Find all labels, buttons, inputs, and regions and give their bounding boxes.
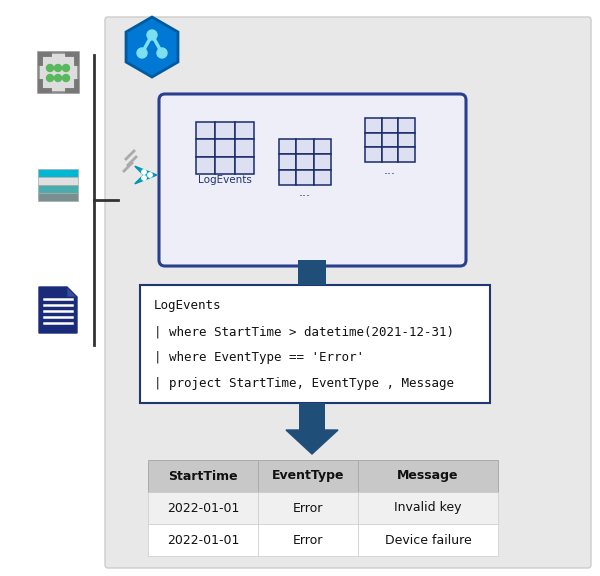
FancyBboxPatch shape bbox=[398, 118, 415, 132]
FancyBboxPatch shape bbox=[196, 157, 215, 174]
FancyBboxPatch shape bbox=[215, 157, 235, 174]
Text: | project StartTime, EventType , Message: | project StartTime, EventType , Message bbox=[154, 377, 454, 390]
FancyBboxPatch shape bbox=[215, 139, 235, 157]
Text: StartTime: StartTime bbox=[168, 469, 238, 483]
Text: 2022-01-01: 2022-01-01 bbox=[167, 533, 239, 547]
Circle shape bbox=[47, 65, 53, 71]
FancyBboxPatch shape bbox=[258, 492, 358, 524]
FancyBboxPatch shape bbox=[196, 122, 215, 139]
FancyBboxPatch shape bbox=[299, 403, 325, 430]
FancyBboxPatch shape bbox=[148, 492, 258, 524]
FancyBboxPatch shape bbox=[296, 154, 314, 170]
Circle shape bbox=[55, 65, 62, 71]
Polygon shape bbox=[39, 287, 77, 333]
Circle shape bbox=[47, 74, 53, 81]
FancyBboxPatch shape bbox=[105, 17, 591, 568]
FancyBboxPatch shape bbox=[38, 177, 78, 185]
Text: ...: ... bbox=[384, 164, 396, 177]
Circle shape bbox=[147, 30, 157, 40]
FancyBboxPatch shape bbox=[382, 132, 398, 147]
Circle shape bbox=[142, 176, 146, 180]
FancyBboxPatch shape bbox=[365, 118, 382, 132]
FancyBboxPatch shape bbox=[215, 122, 235, 139]
FancyBboxPatch shape bbox=[365, 147, 382, 162]
FancyBboxPatch shape bbox=[296, 170, 314, 185]
FancyBboxPatch shape bbox=[382, 147, 398, 162]
Circle shape bbox=[62, 74, 70, 81]
FancyBboxPatch shape bbox=[298, 260, 326, 285]
FancyBboxPatch shape bbox=[314, 170, 331, 185]
Circle shape bbox=[157, 48, 167, 58]
FancyBboxPatch shape bbox=[38, 185, 78, 193]
Circle shape bbox=[62, 65, 70, 71]
FancyBboxPatch shape bbox=[279, 139, 296, 154]
Text: EventType: EventType bbox=[272, 469, 344, 483]
FancyBboxPatch shape bbox=[38, 193, 78, 201]
FancyBboxPatch shape bbox=[279, 154, 296, 170]
Text: ...: ... bbox=[299, 186, 311, 199]
Text: Message: Message bbox=[397, 469, 459, 483]
Polygon shape bbox=[286, 430, 338, 454]
Text: Device failure: Device failure bbox=[385, 533, 472, 547]
Circle shape bbox=[137, 48, 147, 58]
FancyBboxPatch shape bbox=[382, 118, 398, 132]
Polygon shape bbox=[135, 166, 157, 184]
FancyBboxPatch shape bbox=[235, 122, 254, 139]
FancyBboxPatch shape bbox=[314, 139, 331, 154]
FancyBboxPatch shape bbox=[38, 52, 78, 92]
Text: Invalid key: Invalid key bbox=[394, 502, 462, 514]
Text: LogEvents: LogEvents bbox=[154, 299, 221, 312]
FancyBboxPatch shape bbox=[314, 154, 331, 170]
FancyBboxPatch shape bbox=[235, 157, 254, 174]
Text: Error: Error bbox=[293, 533, 323, 547]
Polygon shape bbox=[67, 287, 77, 297]
FancyBboxPatch shape bbox=[365, 132, 382, 147]
Text: LogEvents: LogEvents bbox=[198, 175, 252, 185]
FancyBboxPatch shape bbox=[296, 139, 314, 154]
FancyBboxPatch shape bbox=[38, 169, 78, 177]
FancyBboxPatch shape bbox=[196, 139, 215, 157]
FancyBboxPatch shape bbox=[148, 460, 258, 492]
FancyBboxPatch shape bbox=[398, 132, 415, 147]
FancyBboxPatch shape bbox=[258, 524, 358, 556]
Text: 2022-01-01: 2022-01-01 bbox=[167, 502, 239, 514]
FancyBboxPatch shape bbox=[398, 147, 415, 162]
FancyBboxPatch shape bbox=[140, 285, 490, 403]
Polygon shape bbox=[126, 17, 178, 77]
FancyBboxPatch shape bbox=[358, 524, 498, 556]
FancyBboxPatch shape bbox=[258, 460, 358, 492]
Text: Error: Error bbox=[293, 502, 323, 514]
FancyBboxPatch shape bbox=[159, 94, 466, 266]
Circle shape bbox=[55, 74, 62, 81]
FancyBboxPatch shape bbox=[235, 139, 254, 157]
Circle shape bbox=[142, 170, 146, 174]
Text: | where StartTime > datetime(2021-12-31): | where StartTime > datetime(2021-12-31) bbox=[154, 325, 454, 338]
FancyBboxPatch shape bbox=[148, 524, 258, 556]
FancyBboxPatch shape bbox=[279, 170, 296, 185]
FancyBboxPatch shape bbox=[358, 492, 498, 524]
Text: | where EventType == 'Error': | where EventType == 'Error' bbox=[154, 351, 364, 364]
FancyBboxPatch shape bbox=[358, 460, 498, 492]
Circle shape bbox=[148, 173, 152, 177]
